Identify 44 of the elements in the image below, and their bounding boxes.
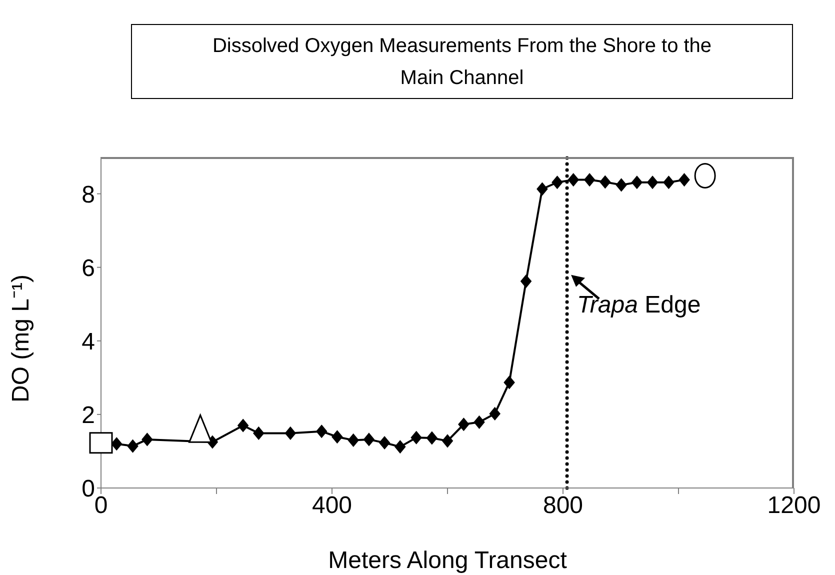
point [394,440,406,454]
point [520,274,532,288]
point [253,426,264,440]
point [678,173,690,186]
x-tick-label: 800 [542,492,584,520]
point [600,176,611,189]
y-tick-label: 4 [82,328,95,356]
point [89,432,113,454]
point [188,414,212,443]
point [332,430,343,444]
y-tick-label: 8 [82,181,95,208]
point [694,163,716,189]
y-axis-title: DO (mg L⁻¹) [8,274,35,402]
x-axis-title: Meters Along Transect [328,547,568,574]
x-tick-label: 400 [312,492,352,520]
point [616,178,627,192]
point [584,173,596,186]
point [363,432,374,446]
x-tick-label: 1200 [767,492,821,520]
y-tick-label: 2 [82,402,95,429]
point [379,436,390,450]
point [663,176,674,189]
point [568,173,579,186]
point [410,431,422,444]
y-tick-label: 6 [82,254,95,282]
point [316,424,328,438]
point [442,434,453,448]
point [474,416,485,429]
point [127,440,138,453]
ref-line-label: Trapa Edge [577,292,701,319]
point [111,437,122,450]
point [504,376,515,389]
chart-title: Dissolved Oxygen Measurements From the Shore to the Main Channel [211,34,713,90]
point [631,176,642,189]
point [284,426,296,440]
point [458,418,470,431]
point [647,176,658,189]
point [142,432,153,446]
point [536,182,548,196]
point [552,176,563,189]
point [348,434,359,447]
point [238,418,249,432]
point [426,431,438,444]
point [489,407,500,420]
